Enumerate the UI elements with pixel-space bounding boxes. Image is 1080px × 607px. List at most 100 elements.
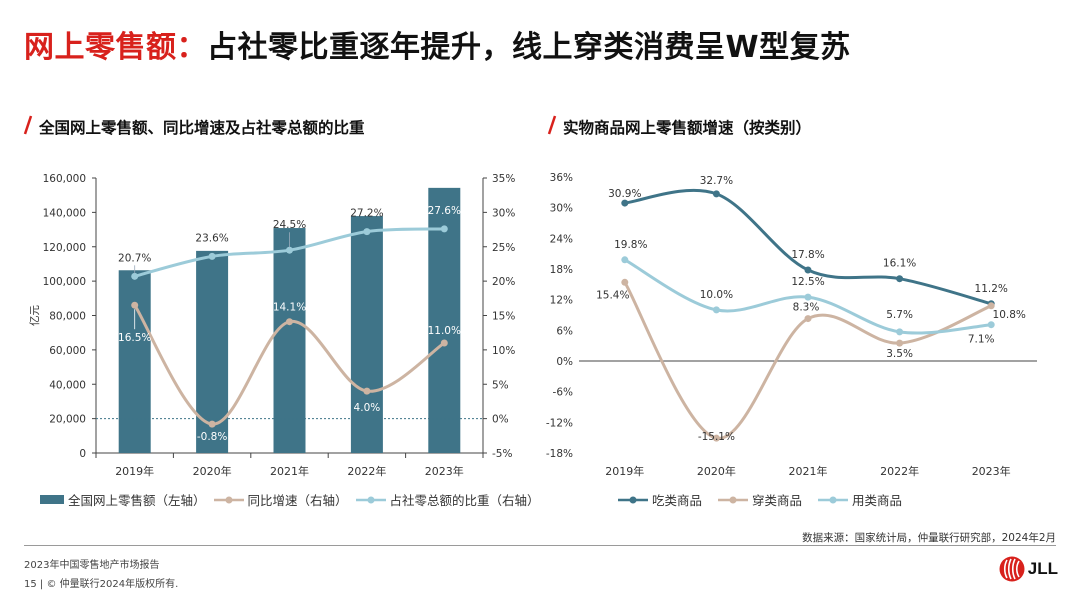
jll-logo-icon: [999, 556, 1025, 582]
legend-line-swatch: [213, 496, 244, 503]
bar-online-sales-2021年: [273, 228, 306, 453]
legend-line-swatch: [355, 496, 386, 503]
clothing-data-label: 8.3%: [793, 302, 820, 314]
legend-item-share: 占社零总额的比重（右轴）: [355, 490, 540, 509]
right-tick-label: -5%: [492, 448, 512, 460]
y-tick-label: 0%: [556, 356, 573, 368]
growth-point-2020年: [208, 420, 216, 428]
y-tick-label: -12%: [546, 417, 573, 429]
bar-online-sales-2019年: [118, 270, 151, 453]
left-tick-label: 40,000: [49, 379, 86, 391]
share-point-2022年: [363, 228, 371, 236]
y-tick-label: 18%: [550, 264, 573, 276]
legend-label: 用类商品: [852, 493, 903, 508]
y-tick-label: 6%: [556, 325, 573, 337]
x-tick-label: 2020年: [697, 464, 736, 478]
x-tick-label: 2021年: [789, 464, 828, 478]
share-data-label: 24.5%: [273, 219, 306, 231]
left-tick-label: 140,000: [43, 207, 86, 219]
clothing-data-label: 15.4%: [596, 289, 629, 301]
title-text: 占社零比重逐年提升，线上穿类消费呈W型复苏: [207, 30, 851, 65]
left-y-axis-label: 亿元: [28, 305, 41, 326]
left-tick-label: 160,000: [43, 173, 86, 185]
share-data-label: 23.6%: [195, 232, 228, 244]
left-tick-label: 120,000: [43, 242, 86, 254]
clothing-data-label: 10.8%: [993, 309, 1026, 321]
food-point-2022年: [896, 275, 904, 283]
right-tick-label: 30%: [492, 207, 515, 219]
right-tick-label: 0%: [492, 414, 509, 426]
legend-label: 全国网上零售额（左轴）: [68, 493, 206, 508]
clothing-point-2022年: [896, 339, 904, 347]
food-data-label: 16.1%: [883, 258, 916, 270]
right-subtitle-text: 实物商品网上零售额增速（按类别）: [563, 119, 812, 137]
daily-data-label: 19.8%: [614, 239, 647, 251]
right-tick-label: 15%: [492, 311, 515, 323]
y-tick-label: 36%: [550, 172, 573, 184]
right-tick-label: 5%: [492, 379, 509, 391]
right-chart-legend: 吃类商品 穿类商品 用类商品: [618, 490, 902, 509]
growth-data-label: 16.5%: [118, 332, 151, 344]
clothing-point-2021年: [804, 315, 812, 323]
growth-data-label: 4.0%: [354, 402, 381, 414]
legend-item-growth: 同比增速（右轴）: [213, 490, 348, 509]
daily-point-2023年: [987, 321, 995, 329]
legend-item-online-sales: 全国网上零售额（左轴）: [40, 490, 206, 509]
jll-logo-text: JLL: [1027, 559, 1058, 578]
y-tick-label: -18%: [546, 448, 573, 460]
clothing-point-2019年: [621, 278, 629, 286]
footer-divider: [24, 545, 1056, 546]
legend-label: 同比增速（右轴）: [247, 493, 348, 508]
y-tick-label: 24%: [550, 233, 573, 245]
share-data-label: 27.2%: [350, 208, 383, 220]
legend-bar-swatch: [40, 495, 64, 504]
legend-line-swatch: [618, 496, 648, 503]
bar-online-sales-2022年: [350, 216, 383, 453]
food-data-label: 30.9%: [608, 188, 641, 200]
share-point-2023年: [440, 225, 448, 233]
growth-data-label: -0.8%: [197, 431, 227, 443]
food-data-label: 11.2%: [975, 283, 1008, 295]
legend-line-swatch: [818, 496, 849, 503]
growth-series-line: [133, 304, 446, 426]
food-point-2020年: [712, 190, 720, 198]
food-data-label: 17.8%: [791, 249, 824, 261]
growth-point-2021年: [286, 318, 293, 326]
x-tick-label: 2023年: [425, 464, 464, 478]
legend-label: 吃类商品: [652, 493, 703, 508]
share-data-label: 20.7%: [118, 252, 151, 264]
left-tick-label: 0: [79, 448, 86, 460]
daily-data-label: 10.0%: [700, 289, 733, 301]
growth-data-label: 14.1%: [273, 302, 306, 314]
right-tick-label: 20%: [492, 276, 515, 288]
title-highlight: 网上零售额：: [24, 30, 207, 65]
left-tick-label: 80,000: [49, 311, 86, 323]
y-tick-label: 30%: [550, 203, 573, 215]
legend-line-swatch: [718, 496, 749, 503]
growth-point-2022年: [363, 387, 371, 395]
share-point-2019年: [131, 272, 139, 280]
growth-data-label: 11.0%: [428, 325, 461, 337]
food-point-2021年: [804, 266, 812, 274]
x-tick-label: 2019年: [115, 464, 154, 478]
red-slash-icon: [547, 115, 557, 135]
x-tick-label: 2019年: [605, 464, 644, 478]
clothing-data-label: -15.1%: [698, 431, 735, 443]
y-tick-label: 12%: [550, 295, 573, 307]
page-number: 15: [24, 579, 37, 590]
footer-separator: |: [39, 579, 44, 590]
copyright-text: © 仲量联行2024年版权所有.: [46, 579, 179, 590]
legend-item-daily: 用类商品: [818, 490, 902, 509]
left-chart-legend: 全国网上零售额（左轴） 同比增速（右轴） 占社零总额的比重（右轴）: [40, 490, 540, 509]
clothing-data-label: 3.5%: [886, 348, 913, 360]
clothing-point-2023年: [987, 302, 995, 310]
footer-page-info: 15 | © 仲量联行2024年版权所有.: [24, 575, 178, 590]
legend-item-clothing: 穿类商品: [718, 490, 802, 509]
daily-data-label: 7.1%: [968, 334, 995, 346]
legend-label: 穿类商品: [752, 493, 803, 508]
page-title: 网上零售额：占社零比重逐年提升，线上穿类消费呈W型复苏: [24, 22, 851, 66]
daily-point-2019年: [621, 256, 629, 264]
daily-point-2021年: [804, 293, 812, 301]
report-name: 2023年中国零售地产市场报告: [24, 560, 160, 571]
daily-point-2022年: [896, 328, 904, 336]
